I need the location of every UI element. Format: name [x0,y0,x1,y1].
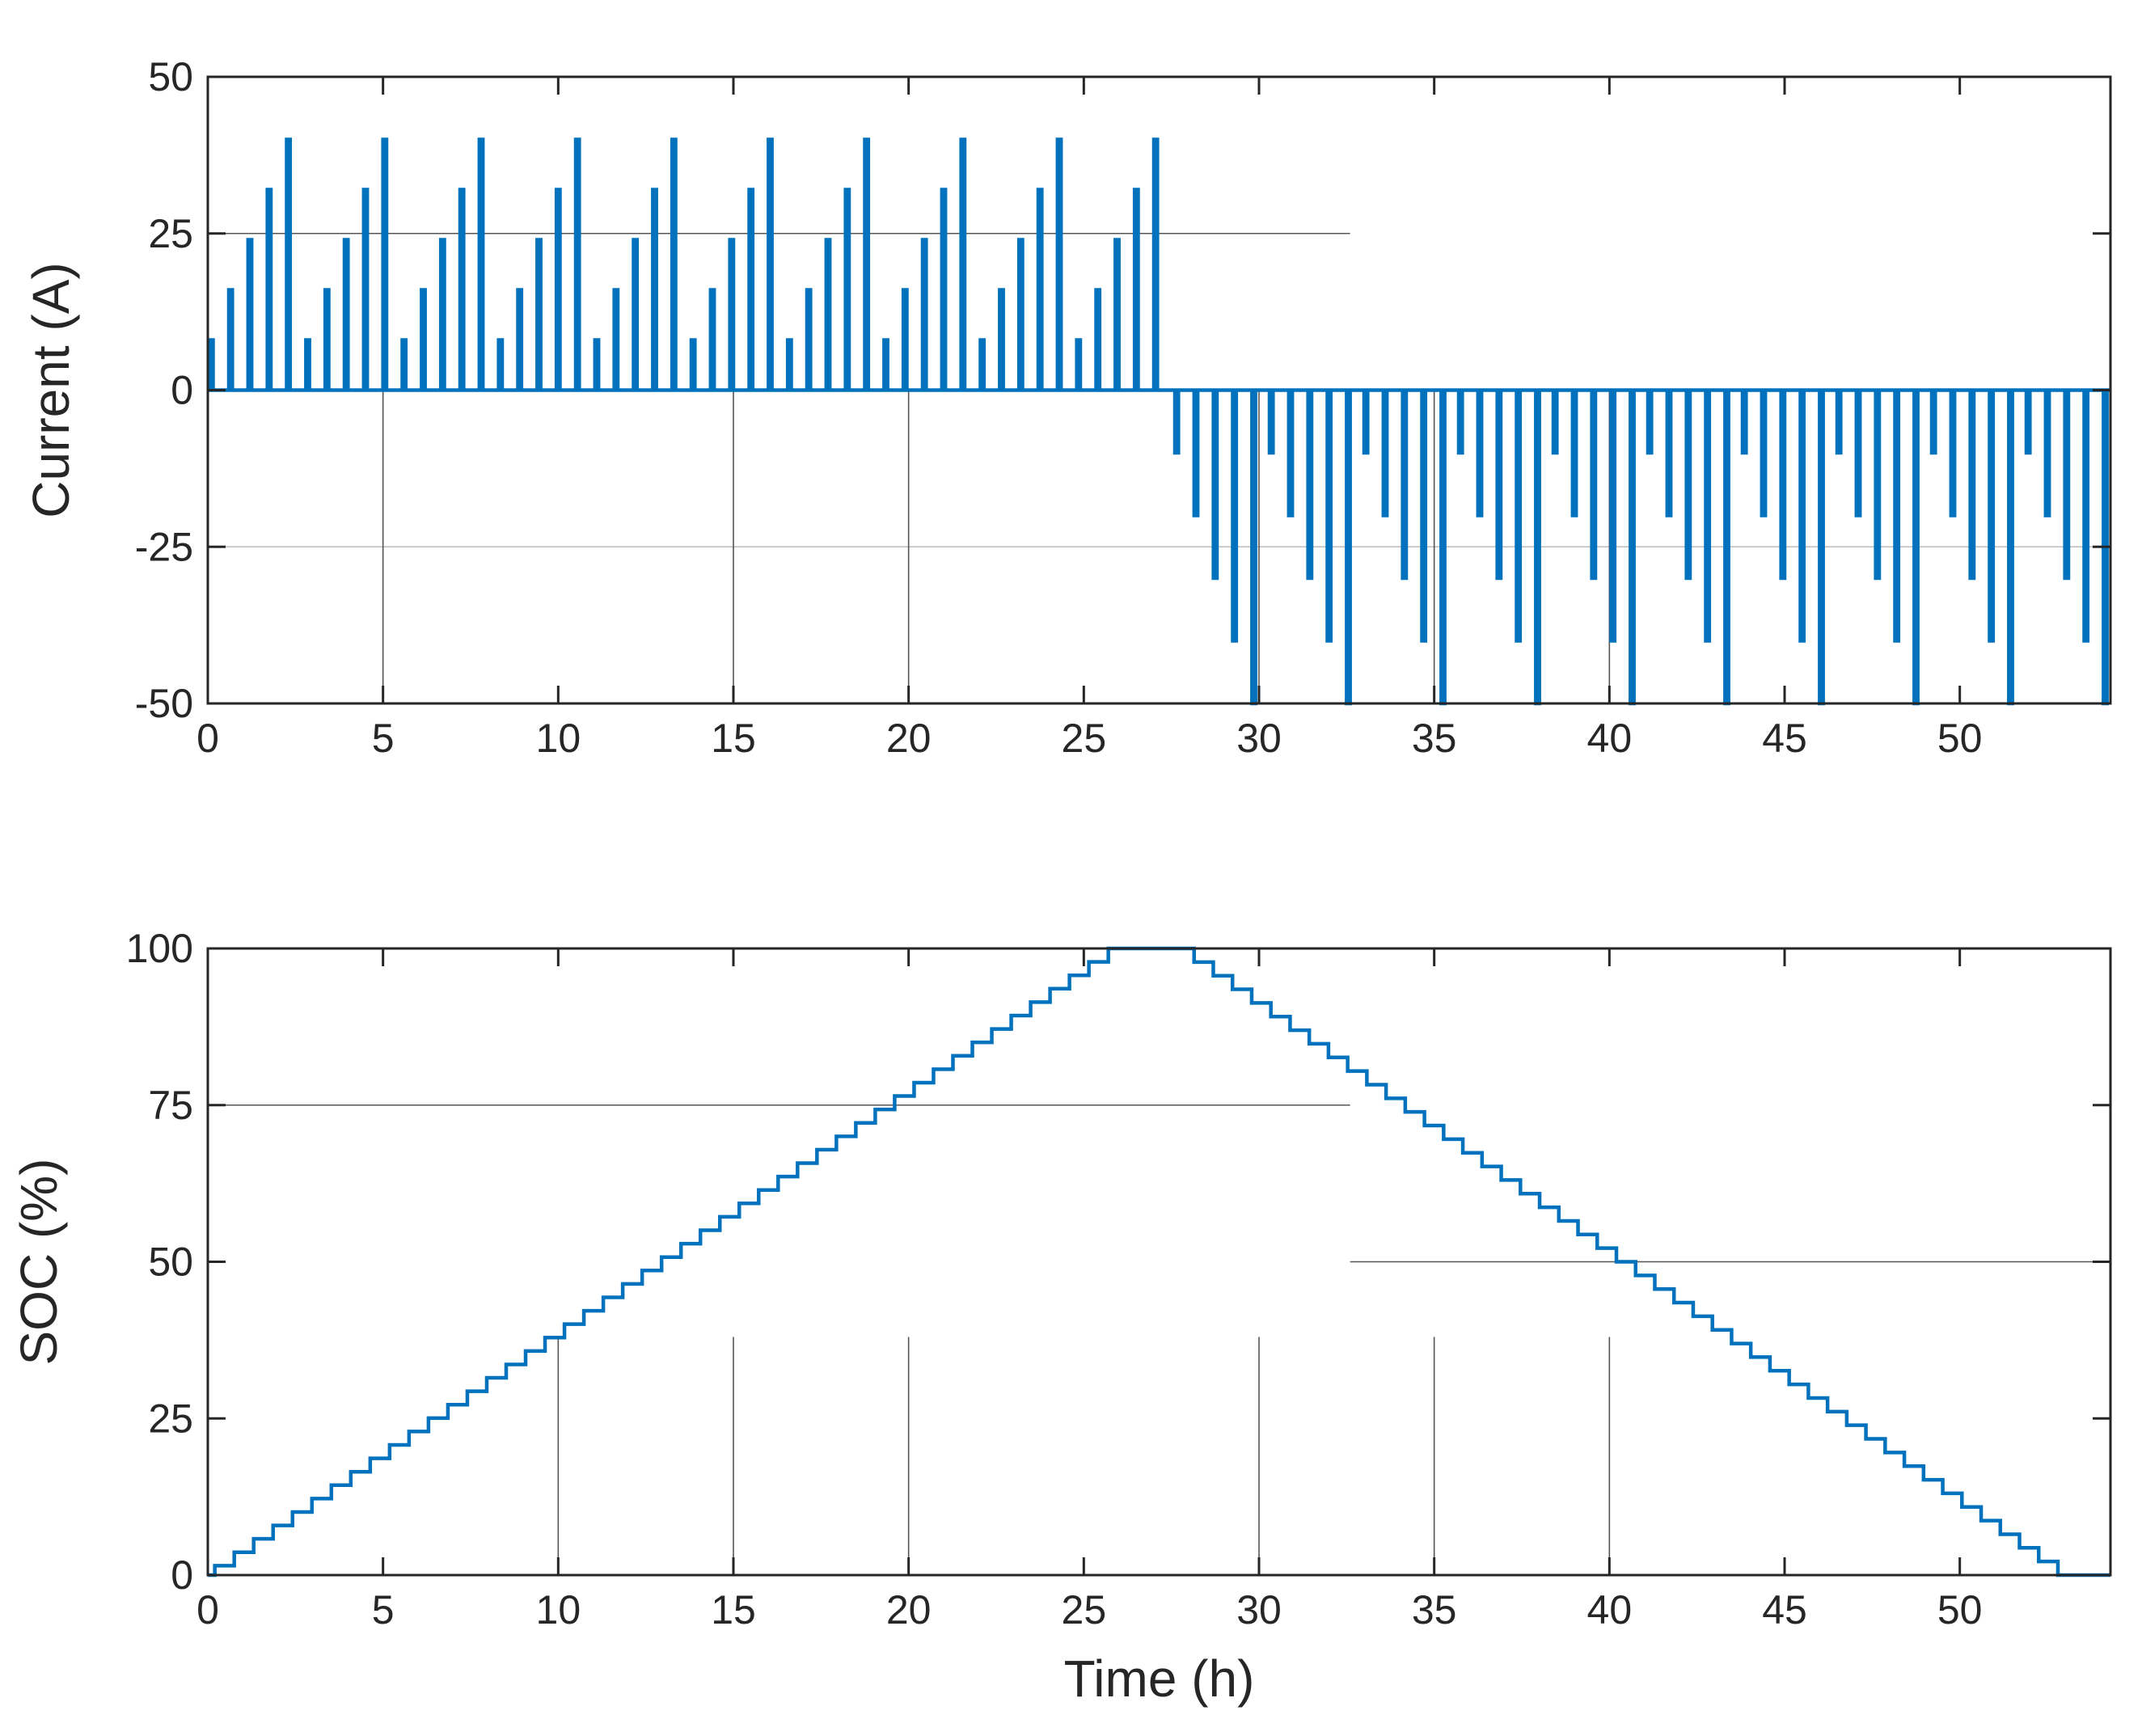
soc-y-tick-label: 0 [171,1552,193,1598]
soc-x-tick-label: 15 [711,1587,756,1633]
soc-panel: 0 5 10 15 20 25 30 35 40 45 50 0 25 50 75 100 SOC (%) Tim… [10,926,2112,1708]
soc-y-tick-label: 100 [126,926,193,971]
current-x-tick-label: 40 [1587,716,1633,761]
soc-x-tick-label: 30 [1236,1587,1282,1633]
current-panel: 0 5 10 15 20 25 30 35 40 45 50 -50 -25 0 25 50 Current (… [22,54,2112,761]
current-y-tick-label: 0 [171,368,193,413]
soc-x-tick-label: 40 [1587,1587,1633,1633]
soc-x-tick-label: 25 [1062,1587,1107,1633]
current-x-tick-label: 25 [1062,716,1107,761]
current-y-tick-label: 50 [148,54,193,99]
current-x-tick-label: 30 [1236,716,1282,761]
soc-y-tick-label: 75 [148,1083,193,1128]
current-x-tick-label: 15 [711,716,756,761]
current-x-tick-label: 50 [1937,716,1983,761]
current-x-tick-label: 0 [196,716,219,761]
current-x-tick-label: 5 [372,716,395,761]
soc-y-axis-label: SOC (%) [10,1159,68,1366]
current-x-tick-label: 10 [536,716,581,761]
soc-x-tick-label: 10 [536,1587,581,1633]
current-y-axis-label: Current (A) [22,262,80,518]
current-y-tick-label: -25 [135,524,193,569]
soc-y-tick-label: 25 [148,1396,193,1441]
soc-x-tick-label: 45 [1762,1587,1807,1633]
current-series-line [207,137,2110,706]
current-x-tick-label: 20 [886,716,932,761]
soc-x-tick-label: 20 [886,1587,932,1633]
current-x-tick-label: 35 [1412,716,1457,761]
current-x-tick-label: 45 [1762,716,1807,761]
soc-y-tick-label: 50 [148,1240,193,1285]
soc-x-tick-label: 5 [372,1587,395,1633]
soc-x-tick-label: 0 [196,1587,219,1633]
current-y-tick-label: -50 [135,681,193,726]
current-y-tick-label: 25 [148,211,193,256]
soc-x-tick-label: 50 [1937,1587,1983,1633]
soc-x-tick-label: 35 [1412,1587,1457,1633]
soc-x-axis-label: Time (h) [1064,1649,1255,1708]
